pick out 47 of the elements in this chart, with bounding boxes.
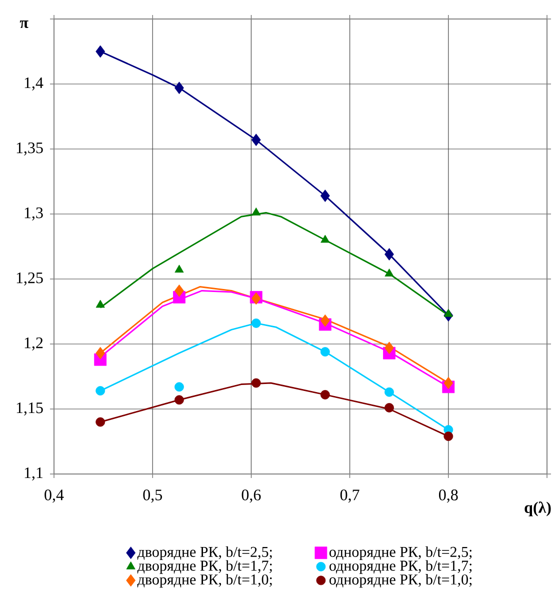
legend-label: однорядне РК, b/t=1,7;: [330, 560, 472, 574]
y-tick-label: 1,3: [24, 207, 43, 221]
point: [174, 382, 184, 392]
y-tick-label: 1,15: [16, 402, 43, 416]
point: [384, 387, 394, 397]
point: [252, 208, 261, 216]
point: [384, 403, 394, 412]
legend-label: дворядне РК, b/t=2,5;: [137, 546, 272, 560]
point: [384, 342, 394, 354]
point: [174, 395, 184, 405]
point: [320, 390, 330, 400]
y-tick-label: 1,25: [16, 272, 43, 286]
point: [320, 314, 330, 327]
legend-label: дворядне РК, b/t=1,7;: [137, 560, 272, 574]
point: [251, 134, 261, 146]
point: [444, 308, 453, 317]
x-axis-title: q(λ): [524, 502, 551, 516]
point: [174, 82, 184, 94]
point: [96, 417, 106, 427]
point: [320, 347, 330, 356]
point: [251, 378, 261, 388]
legend-label: дворядне РК, b/t=1,0;: [137, 574, 272, 588]
y-tick-label: 1,2: [24, 337, 43, 351]
point: [96, 346, 106, 360]
y-axis-title: π: [20, 20, 28, 28]
point: [96, 45, 106, 58]
point: [174, 264, 184, 273]
point: [384, 268, 394, 276]
x-tick-label: 0,7: [340, 490, 360, 503]
y-tick-label: 1,4: [24, 77, 44, 91]
point: [251, 318, 261, 328]
point: [96, 300, 105, 308]
point: [320, 234, 330, 243]
x-tick-label: 0,5: [143, 490, 162, 503]
x-tick-label: 0,6: [242, 490, 261, 503]
y-tick-label: 1,1: [24, 467, 43, 481]
point: [174, 284, 184, 297]
point: [320, 190, 330, 202]
legend-label: однорядне РК, b/t=1,0;: [330, 574, 472, 588]
point: [444, 432, 454, 441]
x-tick-label: 0,8: [439, 490, 458, 503]
y-tick-label: 1,35: [16, 142, 43, 156]
point: [444, 376, 454, 390]
point: [96, 386, 106, 396]
x-tick-label: 0,4: [44, 490, 64, 503]
point: [384, 248, 394, 260]
legend-label: однорядне РК, b/t=2,5;: [330, 546, 472, 560]
